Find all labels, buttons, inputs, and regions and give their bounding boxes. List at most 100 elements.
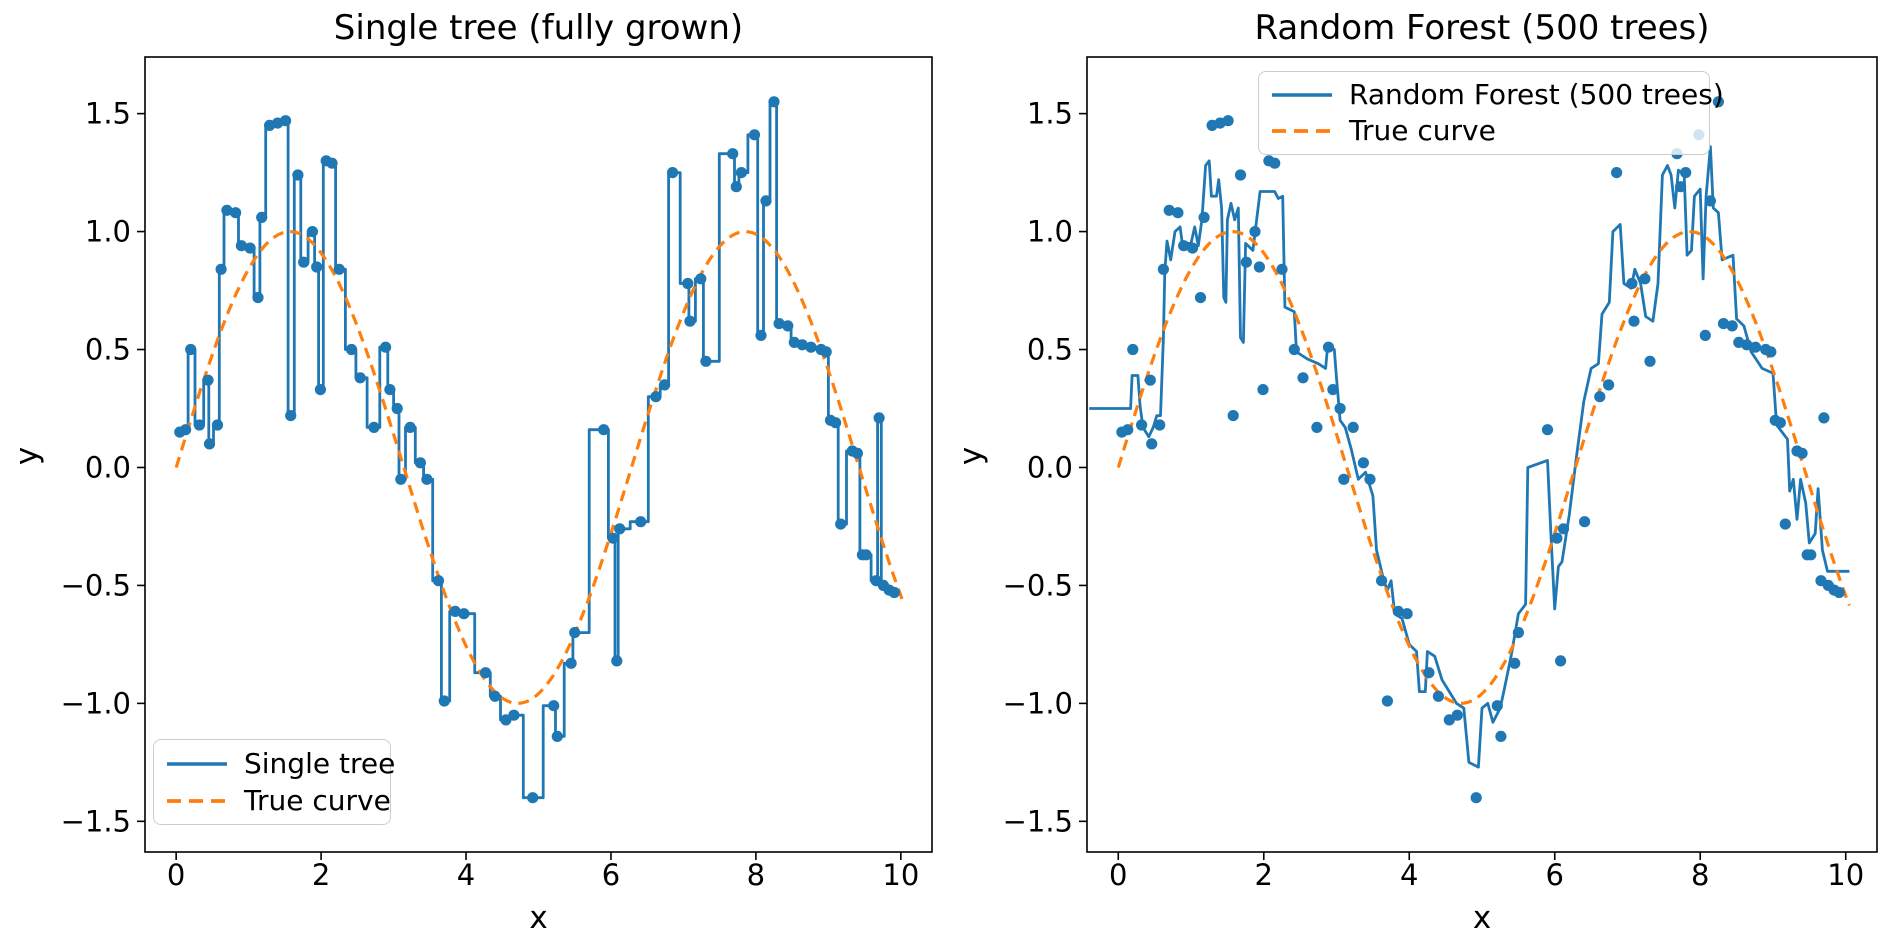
scatter-point (1222, 115, 1234, 127)
scatter-point (1675, 181, 1687, 193)
scatter-point (449, 605, 461, 618)
scatter-point (280, 115, 292, 127)
scatter-point (1470, 792, 1482, 804)
scatter-point (391, 402, 403, 415)
y-tick-label: −1.5 (61, 804, 131, 838)
scatter-point (1699, 329, 1711, 341)
scatter-point (1495, 730, 1507, 743)
scatter-point (1163, 204, 1175, 216)
scatter-point (551, 730, 563, 743)
scatter-point (659, 379, 671, 391)
scatter-point (1157, 263, 1169, 275)
scatter-point (508, 709, 520, 721)
y-axis-label-left: y (9, 446, 46, 466)
scatter-point (298, 256, 310, 268)
scatter-point (782, 320, 794, 332)
scatter-point (432, 575, 445, 587)
scatter-point (1833, 586, 1845, 599)
x-tick-label: 10 (1827, 858, 1864, 892)
scatter-point (614, 523, 626, 535)
x-tick-label: 8 (1691, 858, 1709, 892)
x-tick-label: 6 (1546, 858, 1564, 892)
scatter-point (202, 374, 214, 386)
y-tick-label: −0.5 (1003, 568, 1073, 602)
scatter-point (1741, 339, 1753, 351)
scatter-point (1726, 320, 1738, 332)
y-tick-label: 1.0 (1027, 215, 1073, 249)
scatter-point (1680, 167, 1692, 179)
y-tick-label: 0.5 (85, 333, 131, 367)
scatter-point (180, 424, 192, 436)
scatter-point (1432, 690, 1444, 702)
x-tick-label: 0 (167, 858, 185, 892)
scatter-point (404, 421, 416, 433)
scatter-point (1805, 549, 1817, 561)
scatter-point (1541, 424, 1554, 436)
scatter-point (1269, 157, 1281, 169)
scatter-point (1765, 346, 1777, 358)
scatter-point (1712, 96, 1724, 108)
scatter-point (292, 169, 304, 181)
panel-title-random-forest: Random Forest (500 trees) (1254, 8, 1710, 48)
scatter-point (1144, 374, 1156, 386)
plot-area (1089, 96, 1851, 804)
legend-random-forest: Random Forest (500 trees) True curve (1258, 71, 1724, 155)
scatter-point (314, 384, 326, 396)
legend-label: True curve (1349, 114, 1496, 147)
scatter-point (252, 292, 264, 304)
scatter-point (773, 318, 785, 330)
scatter-point (1381, 695, 1393, 707)
scatter-point (1322, 341, 1335, 353)
scatter-point (311, 261, 323, 273)
axes-spines (144, 56, 933, 853)
scatter-point (1557, 523, 1570, 535)
scatter-point (1240, 256, 1252, 268)
plot-area (174, 96, 906, 804)
scatter-point (380, 341, 392, 353)
scatter-point (235, 240, 247, 252)
scatter-point (215, 263, 227, 275)
scatter-point (635, 516, 647, 528)
y-tick-label: 1.5 (1027, 97, 1073, 131)
x-axis-label-right: x (1472, 900, 1492, 936)
scatter-point (230, 207, 242, 219)
scatter-point (1779, 518, 1791, 530)
panel-title-single-tree: Single tree (fully grown) (333, 8, 744, 48)
scatter-point (1311, 421, 1323, 433)
scatter-point (1423, 667, 1435, 679)
scatter-point (796, 339, 808, 351)
scatter-point (1376, 575, 1388, 587)
scatter-point (1594, 391, 1606, 403)
scatter-point (438, 695, 450, 707)
scatter-point (1491, 700, 1503, 712)
scatter-point (1347, 421, 1359, 433)
y-tick-label: 0.5 (1027, 333, 1073, 367)
scatter-point (1628, 315, 1640, 327)
legend-single-tree: Single tree True curve (153, 739, 395, 825)
scatter-point (1198, 211, 1210, 223)
x-axis-label-left: x (529, 900, 548, 936)
scatter-point (820, 346, 832, 358)
scatter-point (860, 549, 872, 561)
legend-entry-true-curve: True curve (1271, 114, 1697, 148)
random-forest-prediction-line (1089, 145, 1850, 769)
scatter-point (611, 655, 623, 667)
legend-label: Single tree (244, 746, 396, 780)
scatter-point (1603, 379, 1615, 391)
scatter-point (598, 424, 610, 436)
scatter-point (1338, 473, 1350, 485)
scatter-point (1357, 457, 1369, 469)
legend-entry-true-curve: True curve (166, 784, 391, 818)
y-tick-label: 1.5 (85, 97, 131, 131)
scatter-point (1154, 419, 1166, 431)
true-curve-line (174, 229, 906, 706)
y-tick-label: −1.5 (1003, 804, 1073, 838)
y-tick-label: −0.5 (61, 568, 131, 602)
scatter-point (1451, 709, 1463, 721)
scatter-point (607, 532, 619, 544)
scatter-point (1136, 419, 1148, 431)
legend-entry-single-tree: Single tree (166, 747, 395, 781)
scatter-point (306, 226, 318, 238)
